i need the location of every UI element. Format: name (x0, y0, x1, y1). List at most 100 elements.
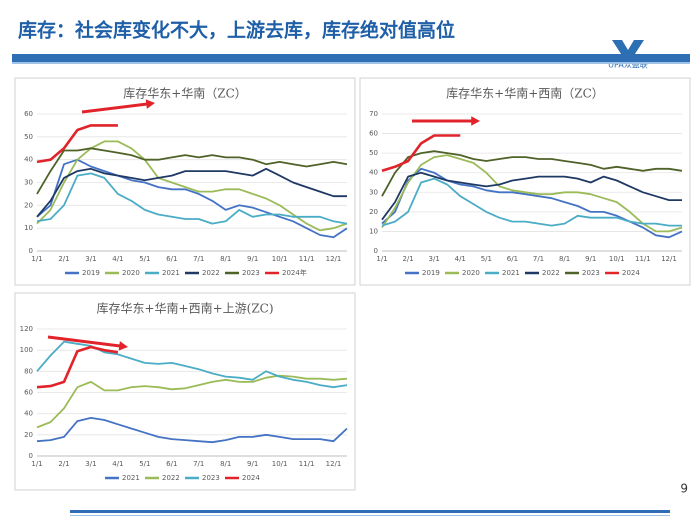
footer-bar-light (70, 515, 670, 516)
logo: UPA众盈联 (608, 40, 648, 70)
chart-panel (14, 292, 356, 491)
x-tick-label: 1/1 (31, 255, 42, 263)
y-tick-label: 60 (369, 130, 378, 138)
x-tick-label: 1/1 (31, 460, 42, 468)
y-tick-label: 0 (374, 247, 378, 255)
y-tick-label: 40 (24, 156, 33, 164)
x-tick-label: 10/1 (272, 255, 288, 263)
series-line (36, 374, 348, 429)
header-bar-light (12, 62, 690, 64)
x-tick-label: 6/1 (507, 255, 518, 263)
x-tick-label: 9/1 (247, 460, 258, 468)
x-tick-label: 9/1 (247, 255, 258, 263)
x-tick-label: 11/1 (299, 460, 315, 468)
x-tick-label: 9/1 (585, 255, 596, 263)
x-tick-label: 4/1 (112, 460, 123, 468)
legend-label: 2021 (122, 474, 140, 482)
x-tick-label: 11/1 (299, 255, 315, 263)
series-line (36, 158, 348, 239)
x-tick-label: 7/1 (193, 255, 204, 263)
annotation-arrowhead (145, 99, 155, 109)
series-line (381, 134, 461, 173)
chart-title: 库存华东+华南+西南（ZC） (446, 86, 604, 101)
x-tick-label: 6/1 (166, 255, 177, 263)
series-line (36, 417, 348, 444)
legend-label: 2023 (202, 474, 220, 482)
y-tick-label: 50 (24, 133, 33, 141)
series-line (36, 147, 348, 195)
series-line (36, 172, 348, 225)
y-tick-label: 30 (24, 179, 33, 187)
y-tick-label: 70 (369, 110, 378, 118)
x-tick-label: 6/1 (166, 460, 177, 468)
x-tick-label: 2/1 (58, 460, 69, 468)
y-tick-label: 0 (29, 452, 33, 460)
x-tick-label: 7/1 (533, 255, 544, 263)
series-line (36, 340, 348, 389)
y-tick-label: 60 (24, 389, 33, 397)
x-tick-label: 5/1 (481, 255, 492, 263)
x-tick-label: 10/1 (272, 460, 288, 468)
series-line (381, 150, 683, 197)
legend-label: 2022 (202, 269, 220, 277)
x-tick-label: 8/1 (220, 460, 231, 468)
slide-title: 库存：社会库变化不大，上游去库，库存绝对值高位 (18, 19, 455, 42)
chart-title: 库存华东+华南（ZC） (123, 86, 247, 101)
annotation-arrowhead (118, 341, 128, 351)
x-tick-label: 7/1 (193, 460, 204, 468)
x-tick-label: 5/1 (139, 460, 150, 468)
x-tick-label: 11/1 (635, 255, 651, 263)
legend-label: 2020 (462, 269, 480, 277)
logo-icon (612, 40, 644, 57)
legend-label: 2020 (122, 269, 140, 277)
legend-label: 2021 (162, 269, 180, 277)
x-tick-label: 2/1 (402, 255, 413, 263)
x-tick-label: 4/1 (112, 255, 123, 263)
x-tick-label: 3/1 (429, 255, 440, 263)
y-tick-label: 80 (24, 367, 33, 375)
chart-title: 库存华东+华南+西南+上游(ZC) (96, 301, 273, 316)
legend-label: 2023 (242, 269, 260, 277)
y-tick-label: 120 (20, 325, 33, 333)
y-tick-label: 20 (24, 201, 33, 209)
y-tick-label: 10 (24, 224, 33, 232)
x-tick-label: 8/1 (220, 255, 231, 263)
legend-label: 2023 (582, 269, 600, 277)
x-tick-label: 3/1 (85, 460, 96, 468)
x-tick-label: 10/1 (609, 255, 625, 263)
x-tick-label: 8/1 (559, 255, 570, 263)
series-line (381, 177, 682, 227)
series-line (36, 167, 347, 218)
legend-label: 2019 (422, 269, 440, 277)
annotation-arrow (81, 102, 150, 114)
x-tick-label: 12/1 (661, 255, 677, 263)
page-number: 9 (680, 482, 688, 496)
legend-label: 2024 (622, 269, 640, 277)
y-tick-label: 0 (29, 247, 33, 255)
logo-text: UPA众盈联 (608, 61, 648, 70)
x-tick-label: 12/1 (326, 255, 342, 263)
series-line (381, 171, 682, 221)
y-tick-label: 100 (20, 346, 33, 354)
legend-label: 2022 (162, 474, 180, 482)
y-tick-label: 40 (369, 169, 378, 177)
header-bar (12, 54, 690, 62)
footer-bar (70, 510, 670, 513)
x-tick-label: 5/1 (139, 255, 150, 263)
y-tick-label: 10 (369, 227, 378, 235)
series-line (381, 154, 683, 233)
y-tick-label: 50 (369, 149, 378, 157)
series-line (36, 124, 118, 164)
x-tick-label: 1/1 (376, 255, 387, 263)
legend-label: 2024年 (282, 268, 307, 277)
y-tick-label: 40 (24, 410, 33, 418)
x-tick-label: 2/1 (58, 255, 69, 263)
series-line (36, 345, 119, 389)
legend-label: 2019 (82, 269, 100, 277)
x-tick-label: 12/1 (326, 460, 342, 468)
y-tick-label: 20 (369, 208, 378, 216)
legend-label: 2024 (242, 474, 260, 482)
legend-label: 2021 (502, 269, 520, 277)
